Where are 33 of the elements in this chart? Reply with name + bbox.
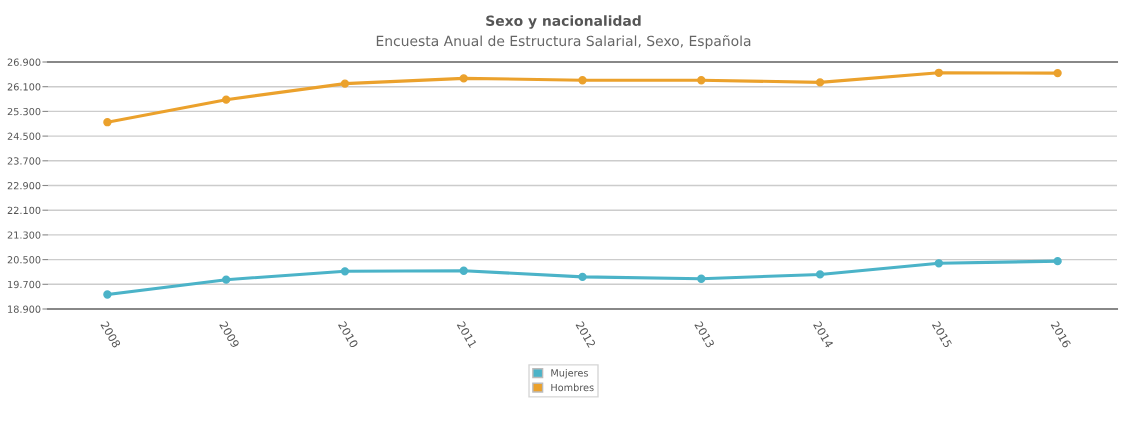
y-tick-label: 26.900 bbox=[7, 58, 41, 66]
y-tick-label: 20.500 bbox=[7, 256, 41, 264]
point bbox=[459, 266, 468, 275]
y-tick-label: 22.100 bbox=[7, 206, 41, 215]
chart-subtitle: Encuesta Anual de Estructura Salarial, Sexo, Española bbox=[376, 35, 751, 49]
y-tick-label: 19.700 bbox=[8, 280, 41, 289]
y-tick-label: 21.300 bbox=[7, 231, 41, 239]
point bbox=[103, 290, 112, 299]
y-tick-label: 26.100 bbox=[7, 83, 41, 91]
point bbox=[103, 118, 112, 127]
point bbox=[697, 274, 706, 283]
y-tick-label: 23.700 bbox=[7, 157, 41, 165]
point bbox=[815, 270, 825, 279]
chart-title: Sexo y nacionalidad bbox=[486, 15, 641, 29]
y-tick-label: 22.900 bbox=[7, 181, 41, 190]
point bbox=[578, 272, 587, 282]
point bbox=[934, 259, 944, 268]
point bbox=[815, 78, 825, 87]
point bbox=[340, 267, 350, 276]
y-tick-label: 25.300 bbox=[7, 107, 41, 116]
point bbox=[697, 76, 706, 85]
point bbox=[221, 275, 231, 284]
point bbox=[1053, 68, 1062, 78]
y-tick-label: 18.900 bbox=[8, 305, 41, 313]
legend-label: Mujeres bbox=[551, 369, 588, 379]
point bbox=[221, 95, 231, 104]
legend-label: Hombres bbox=[551, 383, 594, 392]
point bbox=[340, 79, 350, 88]
y-tick-label: 24.500 bbox=[7, 132, 41, 140]
point bbox=[934, 68, 944, 77]
point bbox=[1053, 256, 1062, 266]
point bbox=[459, 74, 468, 83]
point bbox=[578, 76, 587, 85]
